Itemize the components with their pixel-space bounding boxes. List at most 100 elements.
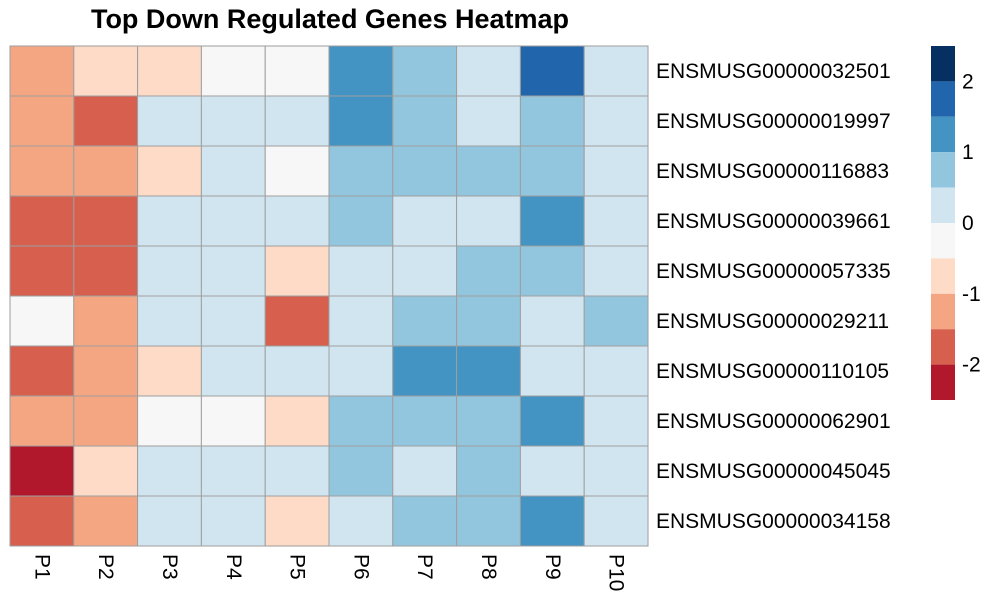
column-label: P8: [477, 554, 500, 580]
heatmap-cell: [9, 45, 75, 97]
heatmap-cell: [456, 195, 521, 247]
heatmap-cell: [583, 395, 649, 447]
heatmap-cell: [137, 145, 202, 197]
heatmap-cell: [9, 295, 75, 347]
legend-swatch: [931, 329, 955, 365]
heatmap-cell: [264, 445, 330, 497]
heatmap-cell: [137, 395, 202, 447]
heatmap-cell: [583, 195, 649, 247]
heatmap-cell: [137, 95, 202, 147]
heatmap-cell: [9, 145, 75, 197]
heatmap-cell: [73, 495, 139, 547]
heatmap-cell: [264, 295, 330, 347]
heatmap-cell: [583, 245, 649, 297]
heatmap-cell: [264, 145, 330, 197]
heatmap-cell: [583, 45, 649, 97]
heatmap-cell: [73, 395, 139, 447]
heatmap-cell: [73, 345, 139, 397]
heatmap-cell: [583, 345, 649, 397]
heatmap-cell: [200, 45, 266, 97]
legend-swatch: [931, 152, 955, 188]
heatmap-cell: [392, 345, 458, 397]
heatmap-cell: [583, 95, 649, 147]
heatmap-cell: [137, 495, 202, 547]
heatmap-cell: [264, 195, 330, 247]
heatmap-cell: [583, 295, 649, 347]
column-label: P4: [222, 554, 245, 580]
heatmap-cell: [328, 395, 394, 447]
heatmap-cell: [392, 245, 458, 297]
heatmap-cell: [73, 245, 139, 297]
heatmap-cell: [328, 345, 394, 397]
heatmap-cell: [328, 195, 394, 247]
legend-swatch: [931, 293, 955, 330]
heatmap-cell: [328, 145, 394, 197]
column-label: P10: [605, 554, 628, 591]
column-label: P1: [30, 554, 53, 580]
heatmap-cell: [137, 45, 202, 97]
row-label: ENSMUSG00000057335: [656, 260, 891, 283]
heatmap-cell: [200, 445, 266, 497]
heatmap-cell: [456, 295, 521, 347]
heatmap-cell: [73, 145, 139, 197]
row-label: ENSMUSG00000062901: [656, 410, 891, 433]
row-label: ENSMUSG00000110105: [656, 360, 889, 383]
heatmap-cell: [9, 195, 75, 247]
heatmap-cell: [456, 495, 521, 547]
heatmap-cell: [9, 245, 75, 297]
heatmap-cell: [137, 245, 202, 297]
heatmap-cell: [519, 245, 585, 297]
heatmap-cell: [519, 295, 585, 347]
legend-tick-label: 2: [962, 70, 974, 93]
legend-swatch: [931, 364, 955, 400]
heatmap-cell: [519, 495, 585, 547]
heatmap-cell: [456, 345, 521, 397]
heatmap-cell: [73, 45, 139, 97]
heatmap-cell: [519, 395, 585, 447]
heatmap-cell: [200, 145, 266, 197]
chart-title: Top Down Regulated Genes Heatmap: [90, 4, 570, 34]
legend-swatch: [931, 116, 955, 153]
heatmap-cell: [200, 495, 266, 547]
heatmap-cell: [519, 195, 585, 247]
heatmap-cell: [200, 395, 266, 447]
legend-swatch: [931, 223, 955, 259]
heatmap-cell: [328, 295, 394, 347]
heatmap-cell: [264, 245, 330, 297]
heatmap-cell: [9, 95, 75, 147]
heatmap-cell: [73, 95, 139, 147]
heatmap-cell: [264, 395, 330, 447]
heatmap-cell: [392, 295, 458, 347]
heatmap-cell: [200, 345, 266, 397]
heatmap-cell: [583, 495, 649, 547]
heatmap-cell: [200, 295, 266, 347]
heatmap-cell: [456, 145, 521, 197]
heatmap-cell: [456, 445, 521, 497]
heatmap-cell: [392, 445, 458, 497]
heatmap-cell: [456, 245, 521, 297]
legend-swatch: [931, 81, 955, 117]
column-label: P3: [158, 554, 181, 580]
heatmap-cell: [456, 95, 521, 147]
row-label: ENSMUSG00000032501: [656, 60, 891, 83]
row-label: ENSMUSG00000029211: [656, 310, 889, 333]
heatmap-cell: [519, 145, 585, 197]
heatmap-cell: [264, 45, 330, 97]
column-label: P5: [286, 554, 309, 580]
row-label: ENSMUSG00000045045: [656, 460, 891, 483]
heatmap-cell: [583, 445, 649, 497]
row-label: ENSMUSG00000034158: [656, 510, 891, 533]
legend-tick-label: 1: [962, 141, 974, 164]
heatmap-cell: [519, 45, 585, 97]
heatmap-cell: [9, 495, 75, 547]
heatmap-cell: [328, 45, 394, 97]
heatmap-cell: [264, 345, 330, 397]
heatmap-cell: [392, 45, 458, 97]
legend-tick-label: -1: [962, 283, 981, 306]
heatmap-cell: [456, 45, 521, 97]
heatmap-cell: [9, 395, 75, 447]
legend-swatch: [931, 46, 955, 82]
legend-swatch: [931, 187, 955, 223]
heatmap-cell: [392, 395, 458, 447]
